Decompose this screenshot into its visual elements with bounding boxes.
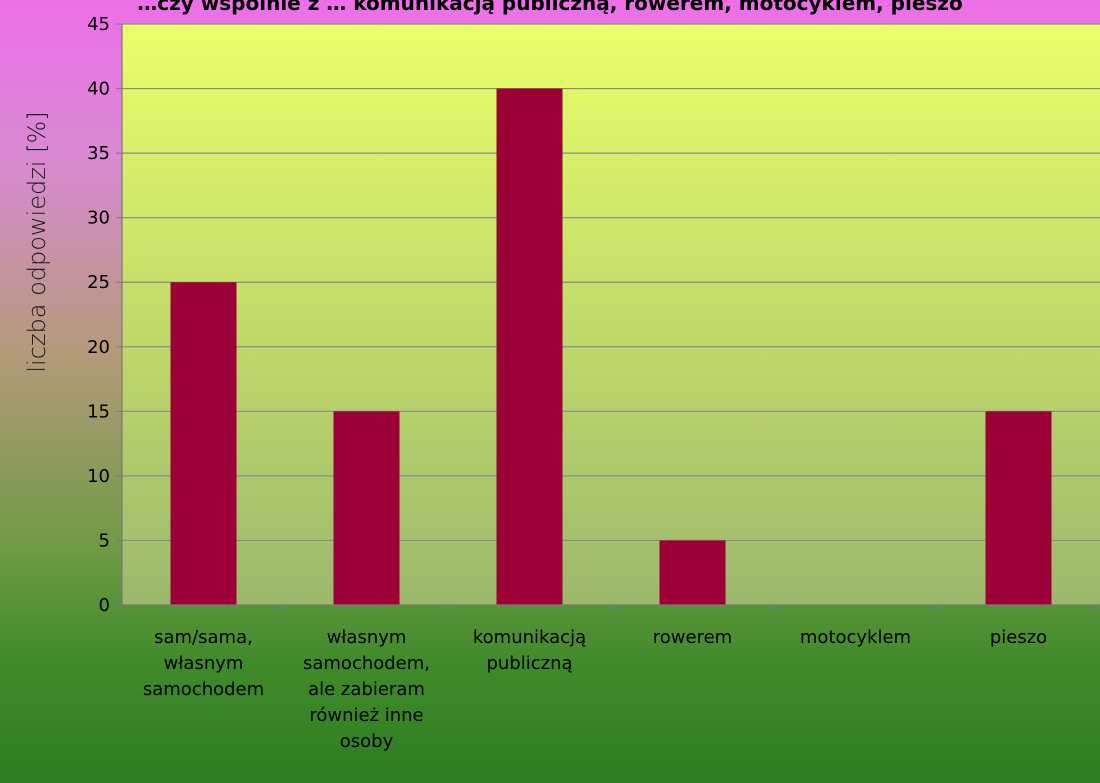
x-tick-label-line: również inne: [309, 705, 423, 726]
x-tick-label-line: własnym: [327, 627, 407, 648]
y-tick-label: 45: [87, 14, 110, 35]
bar: [659, 540, 726, 605]
y-tick-label: 10: [87, 466, 110, 487]
y-axis-title: liczba odpowiedzi [%]: [23, 111, 51, 372]
y-tick-label: 15: [87, 401, 110, 422]
bar: [496, 88, 563, 606]
x-tick-label-line: ale zabieram: [308, 679, 425, 700]
y-tick-label: 40: [87, 79, 110, 100]
x-tick-label-line: sam/sama,: [154, 627, 253, 648]
x-tick-label-line: samochodem: [143, 679, 264, 700]
x-tick-label: motocyklem: [800, 627, 911, 648]
x-tick-label: pieszo: [990, 627, 1047, 648]
bar: [170, 282, 237, 605]
x-tick-label-line: publiczną: [486, 653, 572, 674]
x-tick-label-line: komunikacją: [473, 627, 586, 648]
bar: [333, 411, 400, 605]
x-tick-label: rowerem: [653, 627, 732, 648]
x-tick-label-line: własnym: [164, 653, 244, 674]
x-tick-label-line: pieszo: [990, 627, 1047, 648]
x-tick-label-line: osoby: [340, 731, 394, 752]
x-tick-label-line: rowerem: [653, 627, 732, 648]
y-tick-label: 30: [87, 208, 110, 229]
plot-area: [122, 24, 1100, 605]
bar: [985, 411, 1052, 605]
x-tick-label-line: samochodem,: [303, 653, 430, 674]
y-tick-label: 20: [87, 337, 110, 358]
y-tick-label: 25: [87, 272, 110, 293]
x-tick-label: własnym samochodem, ale zabieram również in…: [303, 627, 430, 752]
x-tick-label-line: motocyklem: [800, 627, 911, 648]
y-tick-label: 5: [99, 530, 110, 551]
x-tick-label: komunikacją publiczną: [473, 627, 586, 674]
chart-title: …czy wspólnie z … komunikacją publiczną,…: [137, 0, 963, 15]
y-tick-label: 35: [87, 143, 110, 164]
x-tick-label: sam/sama, własnym samochodem: [143, 627, 264, 700]
y-tick-label: 0: [99, 595, 110, 616]
